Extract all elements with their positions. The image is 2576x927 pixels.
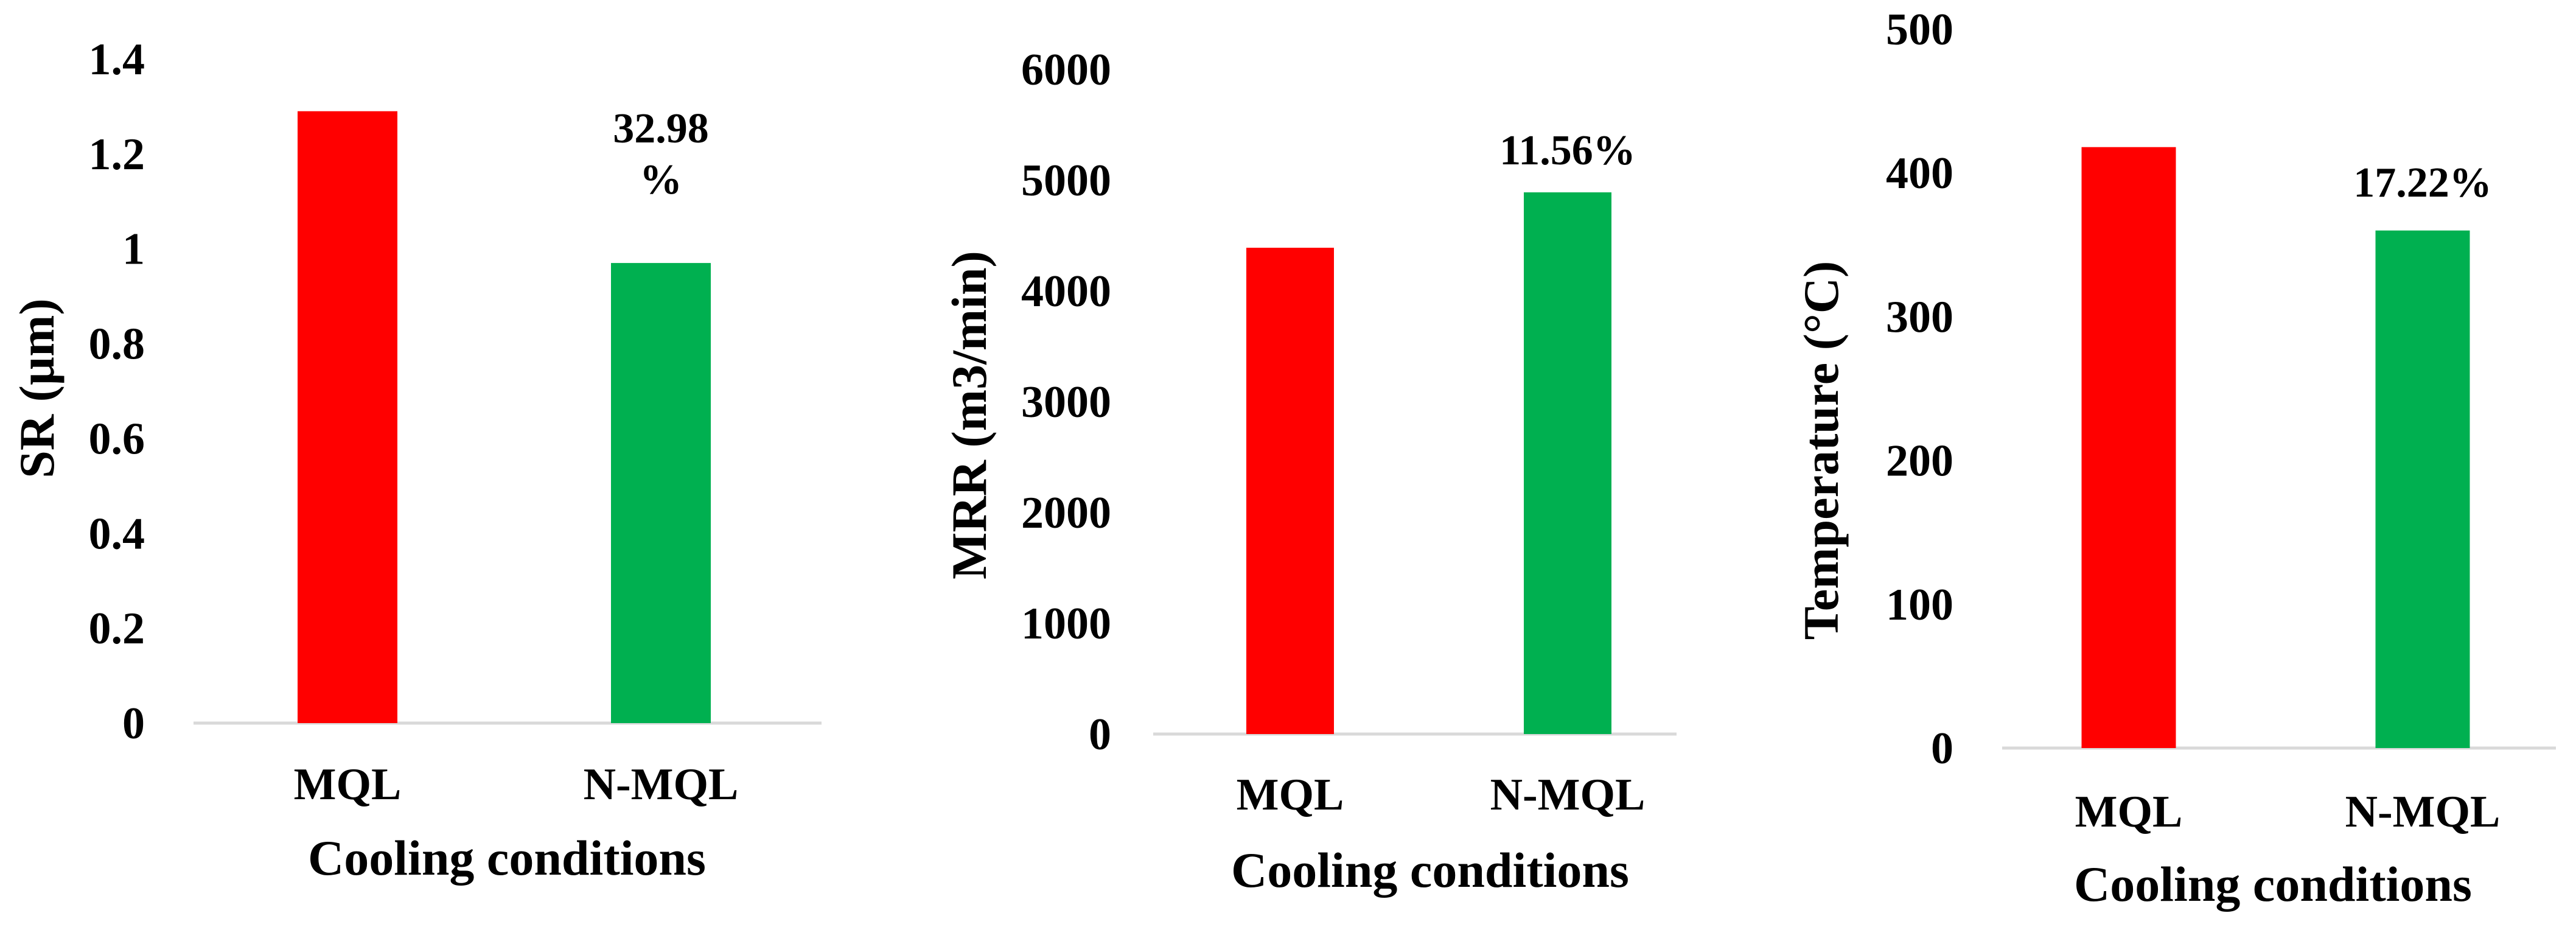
temperature-y-tick-label: 500 bbox=[1886, 5, 1953, 55]
mrr-x-tick-label: N-MQL bbox=[1490, 770, 1646, 820]
sr-x-axis-title: Cooling conditions bbox=[308, 830, 706, 886]
sr-data-label: 32.98 bbox=[613, 105, 709, 152]
sr-y-tick-label: 0.6 bbox=[89, 414, 145, 464]
temperature-y-axis-title: Temperature (°C) bbox=[1793, 261, 1849, 640]
mrr-y-axis-title: MRR (m3/min) bbox=[941, 251, 997, 579]
mrr-y-tick-label: 0 bbox=[1089, 710, 1111, 760]
temperature-x-axis-title: Cooling conditions bbox=[2074, 856, 2472, 912]
mrr-y-tick-label: 2000 bbox=[1021, 488, 1111, 538]
sr-y-tick-label: 1 bbox=[122, 225, 145, 275]
chart-temperature: 0 100 200 300 400 500 MQL N-MQL 17.22% Temperatu… bbox=[1793, 5, 2556, 912]
mrr-plot-area: 0 1000 2000 3000 4000 5000 6000 MQL N-MQL 11.56% bbox=[1021, 45, 1677, 820]
mrr-data-label: 11.56% bbox=[1499, 127, 1636, 174]
chart-sr: 0 0.2 0.4 0.6 0.8 1 1.2 1.4 MQL N-MQL 32.98% SR (µ… bbox=[9, 35, 822, 886]
sr-plot-area: 0 0.2 0.4 0.6 0.8 1 1.2 1.4 MQL N-MQL 32.98% bbox=[89, 35, 822, 810]
temperature-bar-n-mql bbox=[2375, 230, 2470, 748]
temperature-plot-area: 0 100 200 300 400 500 MQL N-MQL 17.22% bbox=[1886, 5, 2556, 837]
sr-y-tick-label: 0.8 bbox=[89, 320, 145, 369]
sr-y-tick-label: 1.2 bbox=[89, 130, 145, 180]
mrr-y-tick-label: 1000 bbox=[1021, 599, 1111, 649]
temperature-data-label: 17.22% bbox=[2353, 159, 2492, 206]
mrr-bar-mql bbox=[1246, 248, 1334, 734]
temperature-x-tick-label: N-MQL bbox=[2345, 787, 2501, 837]
mrr-y-tick-label: 6000 bbox=[1021, 45, 1111, 95]
sr-bar-mql bbox=[298, 111, 397, 723]
sr-y-tick-label: 0.2 bbox=[89, 604, 145, 654]
sr-data-label: % bbox=[640, 156, 682, 203]
sr-x-tick-label: N-MQL bbox=[584, 760, 739, 810]
mrr-x-tick-label: MQL bbox=[1237, 770, 1344, 820]
mrr-y-tick-label: 4000 bbox=[1021, 267, 1111, 317]
sr-y-tick-label: 0.4 bbox=[89, 509, 145, 559]
temperature-x-tick-label: MQL bbox=[2075, 787, 2183, 837]
temperature-bar-mql bbox=[2081, 147, 2176, 748]
sr-y-axis-title: SR (µm) bbox=[9, 298, 65, 478]
mrr-x-axis-title: Cooling conditions bbox=[1231, 842, 1629, 898]
sr-y-tick-label: 1.4 bbox=[89, 35, 145, 85]
temperature-y-tick-label: 400 bbox=[1886, 149, 1953, 198]
temperature-y-tick-label: 0 bbox=[1931, 724, 1953, 774]
temperature-y-tick-label: 300 bbox=[1886, 292, 1953, 342]
sr-bar-n-mql bbox=[611, 263, 711, 723]
sr-y-tick-label: 0 bbox=[122, 699, 145, 749]
mrr-y-tick-label: 5000 bbox=[1021, 156, 1111, 206]
mrr-bar-n-mql bbox=[1524, 192, 1611, 734]
temperature-y-tick-label: 100 bbox=[1886, 580, 1953, 630]
temperature-y-tick-label: 200 bbox=[1886, 436, 1953, 486]
mrr-y-tick-label: 3000 bbox=[1021, 377, 1111, 427]
sr-x-tick-label: MQL bbox=[294, 760, 402, 810]
